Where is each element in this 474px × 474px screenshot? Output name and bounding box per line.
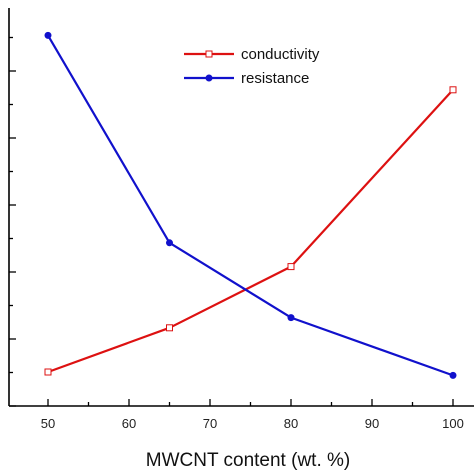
y-ticks [9,36,16,407]
x-tick-label: 60 [122,416,136,431]
x-tick-label: 100 [442,416,464,431]
series [44,31,457,379]
resistance-point [44,31,52,39]
x-tick-label: 80 [284,416,298,431]
conductivity-line [47,89,454,374]
legend-marker-resistance [205,74,213,82]
conductivity-point [166,324,173,332]
conductivity-point [449,86,457,94]
resistance-point [166,239,173,247]
x-tick-label: 50 [41,416,55,431]
series-conductivity [44,86,457,376]
x-tick-label: 90 [365,416,379,431]
legend-marker-conductivity [205,50,213,58]
conductivity-point [44,368,52,376]
resistance-point [449,371,457,379]
legend-label-conductivity: conductivity [241,46,320,63]
resistance-line [47,34,454,377]
x-axis-title: MWCNT content (wt. %) [146,450,350,471]
conductivity-point [287,263,295,271]
legend-label-resistance: resistance [241,70,309,87]
axes [8,8,474,407]
x-tick-label: 70 [203,416,217,431]
series-resistance [44,31,457,379]
legend: conductivity resistance [184,46,320,87]
resistance-point [287,314,295,322]
x-ticks: 50 60 70 80 90 100 [41,399,464,431]
